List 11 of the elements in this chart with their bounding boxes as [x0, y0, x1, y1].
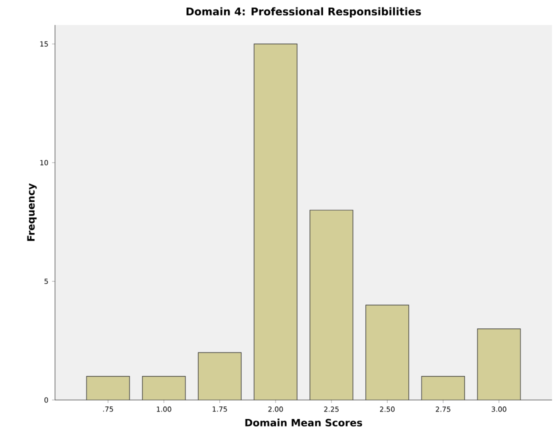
bar: [421, 376, 465, 400]
bar: [142, 376, 186, 400]
bar: [365, 304, 410, 400]
bar: [198, 352, 242, 400]
x-axis-title: Domain Mean Scores: [245, 418, 362, 426]
bar: [254, 44, 298, 400]
bar: [86, 376, 130, 400]
y-axis-title: Frequency: [27, 183, 37, 241]
chart-title: Domain 4: Professional Responsibilities: [186, 7, 421, 18]
bar: [310, 210, 354, 400]
bar: [477, 328, 521, 400]
